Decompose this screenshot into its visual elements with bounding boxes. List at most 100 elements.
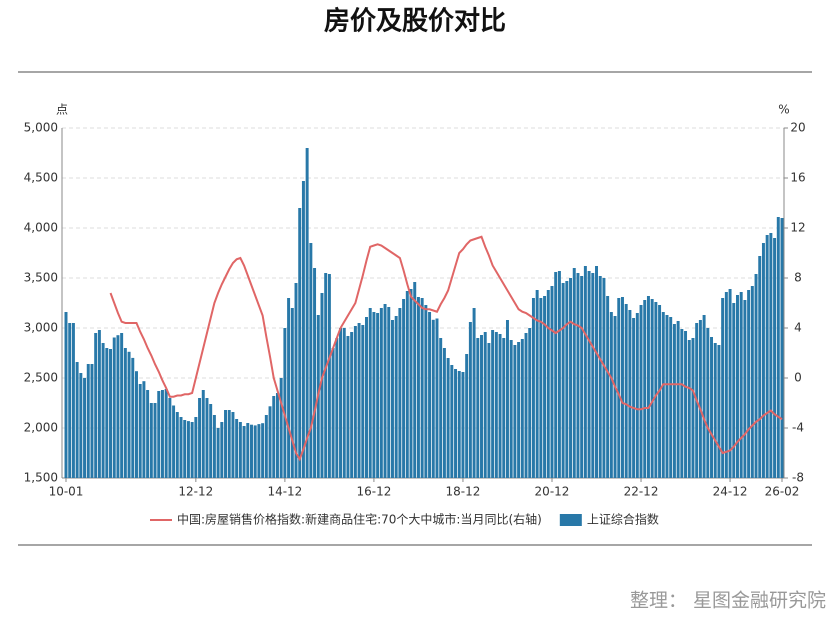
- y-tick-label: 3,500: [24, 271, 58, 285]
- bar: [168, 398, 172, 478]
- bar: [257, 424, 261, 478]
- bar: [420, 298, 424, 478]
- bar: [665, 315, 669, 478]
- bar: [773, 238, 777, 478]
- bar: [580, 276, 584, 478]
- y-axis-label: 点: [56, 103, 68, 117]
- bar: [617, 298, 621, 478]
- bar: [428, 312, 432, 478]
- bar: [710, 337, 713, 478]
- bar: [684, 331, 688, 478]
- bar: [190, 422, 194, 478]
- bar: [287, 298, 291, 478]
- bar: [79, 373, 83, 478]
- bar: [461, 372, 465, 478]
- bar: [413, 282, 417, 478]
- bar: [706, 328, 710, 478]
- bar: [160, 390, 164, 478]
- bar: [632, 318, 636, 478]
- bar: [227, 410, 231, 478]
- bar: [290, 308, 294, 478]
- bar: [112, 337, 116, 478]
- bar: [246, 423, 250, 478]
- bar: [646, 296, 650, 478]
- bar: [661, 312, 665, 478]
- bar: [739, 292, 743, 478]
- bar: [272, 396, 276, 478]
- bar: [142, 381, 146, 478]
- bar: [405, 291, 409, 478]
- bar: [186, 421, 190, 478]
- bar: [301, 181, 305, 478]
- bar: [231, 412, 235, 478]
- bar: [172, 405, 176, 478]
- y-tick-label: 5,000: [24, 121, 58, 135]
- bar: [97, 330, 101, 478]
- bar: [769, 233, 773, 478]
- bar: [572, 268, 576, 478]
- bar: [761, 243, 765, 478]
- bar: [465, 354, 469, 478]
- bar: [261, 423, 265, 478]
- bar: [487, 343, 491, 478]
- x-tick-label: 18-12: [446, 485, 481, 499]
- bar: [520, 339, 524, 478]
- y-tick-label: 2,000: [24, 421, 58, 435]
- bar: [721, 298, 725, 478]
- bar: [183, 420, 187, 478]
- bar: [153, 403, 157, 478]
- bar: [324, 273, 328, 478]
- bar: [598, 276, 602, 478]
- bar: [209, 404, 213, 478]
- bar: [546, 290, 550, 478]
- x-tick-label: 20-12: [535, 485, 570, 499]
- y-tick-label: 4,000: [24, 221, 58, 235]
- y2-tick-label: 4: [794, 321, 802, 335]
- bar: [743, 300, 747, 478]
- bar: [242, 426, 246, 478]
- bar: [491, 330, 495, 478]
- bar: [535, 290, 539, 478]
- bar: [298, 208, 302, 478]
- bar: [780, 218, 784, 478]
- bar: [264, 415, 268, 478]
- bar: [613, 316, 617, 478]
- bar: [509, 340, 513, 478]
- bar: [717, 345, 721, 478]
- bar: [442, 348, 446, 478]
- bar: [320, 293, 324, 478]
- bar: [680, 329, 684, 478]
- bar: [554, 272, 558, 478]
- source: 整理： 星图金融研究院: [630, 590, 826, 612]
- bar: [457, 371, 461, 478]
- y2-axis-label: %: [778, 103, 789, 117]
- bar: [164, 389, 168, 478]
- bar: [149, 403, 153, 478]
- bar: [305, 148, 309, 478]
- bar: [754, 274, 758, 478]
- bar: [483, 332, 487, 478]
- bar: [387, 307, 391, 478]
- legend-swatch: [559, 514, 582, 526]
- bar: [283, 328, 287, 478]
- bar: [517, 342, 521, 478]
- bar: [83, 378, 87, 478]
- y-tick-label: 3,000: [24, 321, 58, 335]
- bar: [735, 295, 739, 478]
- y-tick-label: 4,500: [24, 171, 58, 185]
- bar: [75, 362, 79, 478]
- bar: [531, 298, 535, 478]
- bar: [253, 425, 257, 478]
- bar: [639, 305, 643, 478]
- x-tick-label: 22-12: [624, 485, 659, 499]
- bar: [591, 273, 595, 478]
- bar: [146, 390, 150, 478]
- bar: [676, 321, 680, 478]
- bar: [346, 336, 350, 478]
- bar: [513, 345, 517, 478]
- bar: [120, 333, 124, 478]
- y2-tick-label: -8: [792, 471, 804, 485]
- y2-tick-label: 0: [794, 371, 802, 385]
- bar: [212, 415, 216, 478]
